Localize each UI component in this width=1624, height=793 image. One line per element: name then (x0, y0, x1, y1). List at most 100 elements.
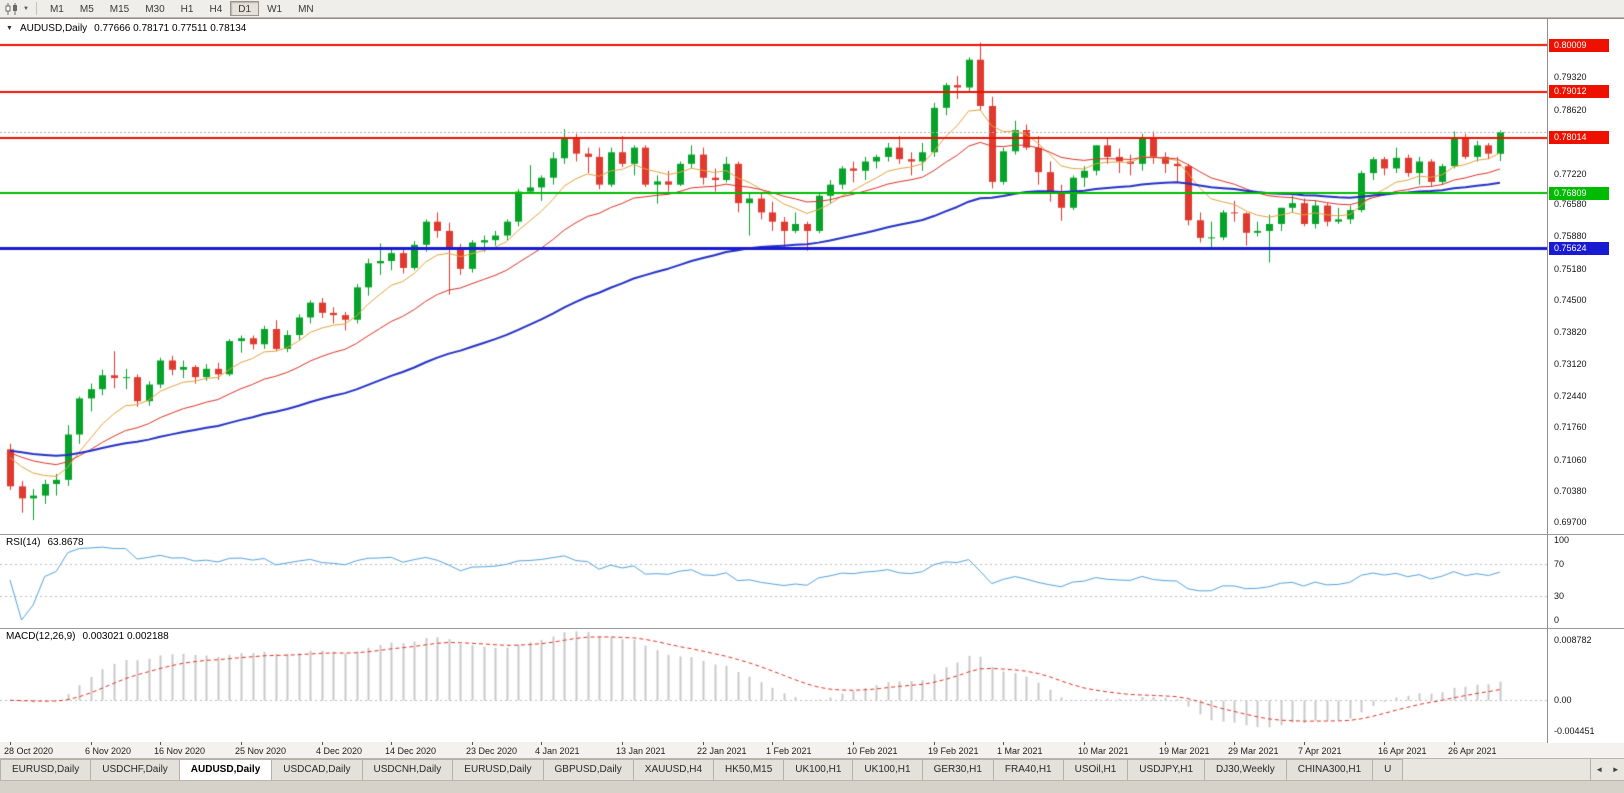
tab-scroll-right-icon[interactable]: ► (1611, 765, 1620, 774)
chart-tab-dj30-weekly[interactable]: DJ30,Weekly (1205, 759, 1287, 780)
date-label: 1 Feb 2021 (766, 746, 812, 756)
tab-scroll-group: ◄ ► (1590, 759, 1624, 780)
timeframe-button-w1[interactable]: W1 (267, 4, 283, 15)
date-label: 7 Apr 2021 (1298, 746, 1342, 756)
chart-title-collapse-icon[interactable]: ▼ (6, 25, 13, 32)
price-axis-label: 0.69700 (1554, 517, 1587, 528)
date-tick-mark (1165, 742, 1166, 745)
chart-tab-ger30-h1[interactable]: GER30,H1 (922, 759, 994, 780)
dropdown-caret-icon[interactable]: ▼ (23, 5, 29, 12)
toolbar-separator (35, 2, 37, 15)
date-label: 16 Apr 2021 (1378, 746, 1427, 756)
rsi-axis-label: 30 (1554, 591, 1565, 601)
chart-tab-usoil-h1[interactable]: USOil,H1 (1063, 759, 1129, 780)
timeframe-button-m30[interactable]: M30 (145, 4, 165, 15)
date-label: 4 Jan 2021 (535, 746, 580, 756)
chart-tab-china300-h1[interactable]: CHINA300,H1 (1286, 759, 1374, 780)
price-level-badge: 0.76809 (1549, 186, 1609, 200)
chart-tab-audusd-daily[interactable]: AUDUSD,Daily (179, 759, 273, 780)
macd-axis-label: 0.00 (1554, 695, 1572, 706)
date-tick-mark (1234, 742, 1235, 745)
macd-axis-label: 0.008782 (1554, 634, 1592, 645)
timeframe-button-m5[interactable]: M5 (79, 4, 94, 15)
date-tick-mark (472, 742, 473, 745)
chart-tab-usdcad-daily[interactable]: USDCAD,Daily (272, 759, 363, 780)
date-label: 22 Jan 2021 (697, 746, 747, 756)
rsi-axis-label: 100 (1554, 535, 1570, 545)
date-tick-mark (1304, 742, 1305, 745)
chart-type-icon[interactable] (3, 1, 21, 17)
rsi-pane-splitter[interactable] (0, 534, 1624, 535)
date-label: 13 Jan 2021 (616, 746, 666, 756)
tab-scroll-left-icon[interactable]: ◄ (1595, 765, 1604, 774)
date-label: 10 Mar 2021 (1078, 746, 1129, 756)
date-label: 26 Apr 2021 (1448, 746, 1497, 756)
chart-tab-eurusd-daily[interactable]: EURUSD,Daily (453, 759, 544, 780)
price-axis-label: 0.74500 (1554, 295, 1587, 306)
chart-tab-uk100-h1[interactable]: UK100,H1 (784, 759, 854, 780)
price-axis-label: 0.71760 (1554, 422, 1587, 433)
date-tick-mark (541, 742, 542, 745)
timeframe-button-mn[interactable]: MN (298, 4, 314, 15)
price-level-badge: 0.75624 (1549, 241, 1609, 255)
chart-tab-usdjpy-h1[interactable]: USDJPY,H1 (1128, 759, 1206, 780)
timeframe-button-d1[interactable]: D1 (230, 1, 260, 16)
rsi-pane-title: RSI(14) 63.8678 (6, 537, 84, 548)
date-label: 1 Mar 2021 (997, 746, 1043, 756)
chart-tab-gbpusd-daily[interactable]: GBPUSD,Daily (543, 759, 634, 780)
rsi-axis-label: 0 (1554, 615, 1560, 625)
date-label: 19 Feb 2021 (928, 746, 979, 756)
date-label: 28 Oct 2020 (4, 746, 54, 756)
date-label: 16 Nov 2020 (154, 746, 206, 756)
price-level-badge: 0.79012 (1549, 85, 1609, 99)
chart-tab-uk100-h1[interactable]: UK100,H1 (853, 759, 923, 780)
date-tick-mark (1084, 742, 1085, 745)
date-label: 23 Dec 2020 (466, 746, 518, 756)
price-axis-label: 0.71060 (1554, 454, 1587, 465)
date-tick-mark (853, 742, 854, 745)
date-label: 4 Dec 2020 (316, 746, 363, 756)
date-label: 25 Nov 2020 (235, 746, 287, 756)
macd-indicator-label: MACD(12,26,9) (6, 631, 76, 642)
chart-tab-u[interactable]: U (1373, 759, 1404, 780)
chart-tab-hk50-m15[interactable]: HK50,M15 (714, 759, 785, 780)
price-chart-canvas[interactable] (0, 19, 1547, 534)
date-label: 10 Feb 2021 (847, 746, 898, 756)
price-axis-label: 0.75880 (1554, 231, 1587, 242)
macd-canvas[interactable] (0, 628, 1547, 743)
date-label: 6 Nov 2020 (85, 746, 132, 756)
chart-symbol-label: AUDUSD,Daily (19, 23, 88, 34)
macd-pane-title: MACD(12,26,9) 0.003021 0.002188 (6, 631, 169, 642)
timeframe-button-m15[interactable]: M15 (109, 4, 130, 15)
top-toolbar: ▼ M1 M5 M15 M30 H1 H4 D1 W1 MN (0, 0, 1624, 18)
chart-tab-usdcnh-daily[interactable]: USDCNH,Daily (362, 759, 454, 780)
date-tick-mark (160, 742, 161, 745)
date-tick-mark (622, 742, 623, 745)
timeframe-button-m1[interactable]: M1 (49, 4, 64, 15)
timeframe-group: M1 M5 M15 M30 H1 H4 D1 W1 MN (42, 1, 322, 16)
date-tick-mark (241, 742, 242, 745)
status-strip (0, 781, 1624, 793)
chart-tab-eurusd-daily[interactable]: EURUSD,Daily (0, 759, 92, 780)
chart-tab-fra40-h1[interactable]: FRA40,H1 (993, 759, 1064, 780)
rsi-axis-label: 70 (1554, 559, 1565, 569)
timeframe-button-h4[interactable]: H4 (209, 4, 223, 15)
date-tick-mark (1384, 742, 1385, 745)
price-axis-label: 0.73820 (1554, 326, 1587, 337)
date-tick-mark (391, 742, 392, 745)
chart-area: 0.79320 0.78620 0.77220 0.76580 0.75880 0.751… (0, 18, 1624, 743)
date-label: 14 Dec 2020 (385, 746, 437, 756)
date-axis[interactable]: 28 Oct 2020 6 Nov 2020 16 Nov 2020 25 Nov 2… (0, 742, 1624, 759)
price-level-badge: 0.78014 (1549, 131, 1609, 145)
macd-pane-splitter[interactable] (0, 628, 1624, 629)
timeframe-button-h1[interactable]: H1 (180, 4, 194, 15)
price-axis: 0.79320 0.78620 0.77220 0.76580 0.75880 0.751… (1547, 19, 1624, 743)
date-tick-mark (934, 742, 935, 745)
price-level-badge: 0.80009 (1549, 38, 1609, 52)
chart-tab-bar: EURUSD,Daily USDCHF,Daily AUDUSD,Daily USDC… (0, 759, 1624, 781)
rsi-canvas[interactable] (0, 534, 1547, 628)
date-tick-mark (1454, 742, 1455, 745)
chart-tab-usdchf-daily[interactable]: USDCHF,Daily (91, 759, 180, 780)
chart-tab-xauusd-h4[interactable]: XAUUSD,H4 (633, 759, 715, 780)
date-tick-mark (772, 742, 773, 745)
